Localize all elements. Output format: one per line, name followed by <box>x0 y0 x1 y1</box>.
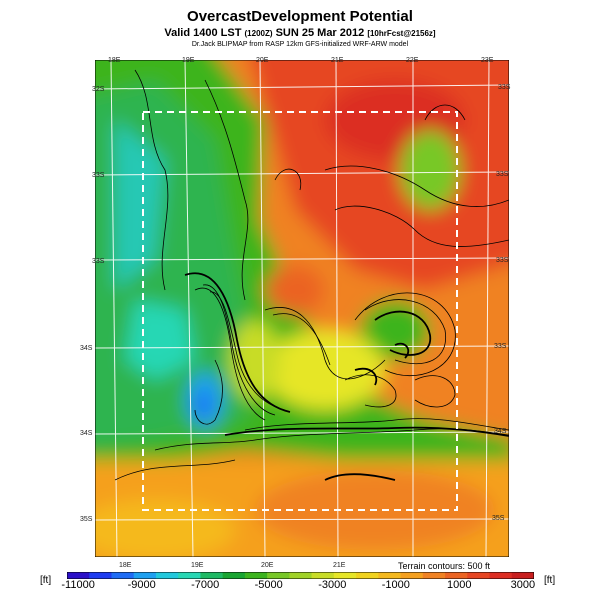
colorbar-swatch <box>111 572 135 579</box>
lat-label-left: 34S <box>80 345 93 352</box>
lat-label-left: 33S <box>92 258 105 265</box>
lon-label-top: 18E <box>108 57 121 64</box>
colorbar-swatch <box>467 572 491 579</box>
colorbar-swatch <box>422 572 446 579</box>
colorbar-swatch <box>311 572 335 579</box>
date-label: SUN 25 Mar 2012 <box>275 27 365 39</box>
lat-label-right: 33S <box>494 343 507 350</box>
lon-label-top: 23E <box>481 57 494 64</box>
terrain-contours-bold <box>184 272 509 481</box>
overcast-field <box>95 60 509 557</box>
lat-label-left: 34S <box>80 430 93 437</box>
lat-label-right: 33S <box>496 257 509 264</box>
model-credit: Dr.Jack BLIPMAP from RASP 12km GFS-initi… <box>191 41 409 48</box>
colorbar-tick-label: -1000 <box>381 579 410 591</box>
colorbar-swatch <box>489 572 513 579</box>
lat-label-right: 33S <box>496 171 509 178</box>
colorbar-tick-label: -11000 <box>61 579 95 591</box>
valid-label: Valid 1400 LST <box>164 27 242 39</box>
lon-label-bottom: 20E <box>261 562 274 569</box>
colorbar-swatch <box>89 572 112 579</box>
lat-label-left: 35S <box>80 516 93 523</box>
lat-lon-grid <box>95 60 509 557</box>
utc-time: (1200Z) <box>244 29 273 38</box>
lon-label-top: 20E <box>256 57 269 64</box>
colorbar-swatch <box>67 572 90 579</box>
colorbar <box>67 572 534 579</box>
lon-label-bottom: 18E <box>119 562 132 569</box>
lon-label-top: 21E <box>331 57 344 64</box>
colorbar-swatch <box>356 572 379 579</box>
colorbar-swatch <box>400 572 424 579</box>
lat-label-left: 32S <box>92 86 105 93</box>
valid-time-line: Valid 1400 LST (1200Z) SUN 25 Mar 2012 [… <box>0 27 600 39</box>
colorbar-tick-label: 3000 <box>510 579 536 591</box>
terrain-contours <box>114 69 509 481</box>
colorbar-swatch <box>445 572 468 579</box>
lon-label-top: 19E <box>182 57 195 64</box>
forecast-run: [10hrFcst@2156z] <box>367 29 436 38</box>
lon-label-bottom: 19E <box>191 562 204 569</box>
colorbar-swatch <box>133 572 157 579</box>
colorbar-unit-left: [ft] <box>40 575 52 586</box>
colorbar-swatch <box>289 572 313 579</box>
colorbar-tick-label: -5000 <box>254 579 283 591</box>
lon-label-bottom: 21E <box>333 562 346 569</box>
colorbar-swatch <box>222 572 246 579</box>
colorbar-swatch <box>267 572 290 579</box>
colorbar-swatch <box>511 572 534 579</box>
lat-label-right: 33S <box>498 84 511 91</box>
colorbar-tick-label: -3000 <box>318 579 347 591</box>
colorbar-unit-right: [ft] <box>544 575 556 586</box>
colorbar-swatch <box>155 572 179 579</box>
forecast-map <box>95 60 509 557</box>
colorbar-tick-label: 1000 <box>447 579 472 591</box>
terrain-contour-note: Terrain contours: 500 ft <box>398 561 491 571</box>
colorbar-swatch <box>333 572 357 579</box>
colorbar-swatch <box>178 572 201 579</box>
colorbar-tick-label: -7000 <box>191 579 220 591</box>
lat-label-right: 34S <box>494 428 507 435</box>
colorbar-swatch <box>378 572 402 579</box>
colorbar-swatch <box>244 572 268 579</box>
lon-label-top: 22E <box>406 57 419 64</box>
colorbar-tick-label: -9000 <box>127 579 156 591</box>
lat-label-left: 33S <box>92 172 105 179</box>
domain-boundary <box>142 111 458 511</box>
lat-label-right: 35S <box>492 515 505 522</box>
map-title: OvercastDevelopment Potential <box>187 8 413 25</box>
colorbar-swatch <box>200 572 224 579</box>
